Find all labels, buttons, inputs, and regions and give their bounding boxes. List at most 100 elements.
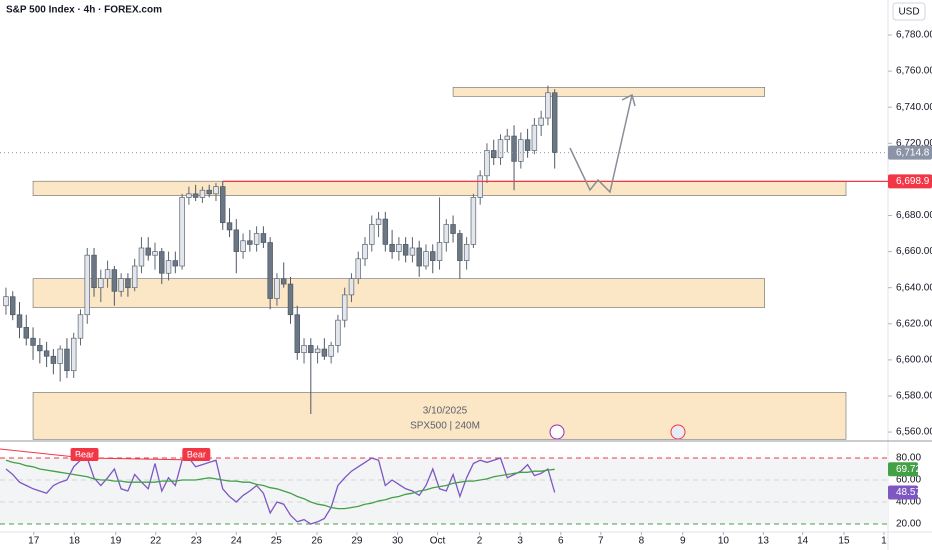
x-tick-label: 17 xyxy=(28,536,40,547)
x-tick-label: 30 xyxy=(392,536,404,547)
candle-body xyxy=(443,224,450,243)
x-tick-label: 26 xyxy=(311,536,323,547)
x-tick-label: 7 xyxy=(598,536,604,547)
projection-path xyxy=(569,94,633,194)
candle-body xyxy=(240,240,246,252)
candle-body xyxy=(287,283,294,316)
candle-body xyxy=(484,150,490,177)
candle-body xyxy=(260,233,267,243)
candle-body xyxy=(504,135,510,141)
candle-body xyxy=(98,278,104,289)
candle-body xyxy=(111,269,118,292)
bear-label-text: Bear xyxy=(75,449,94,459)
candle-body xyxy=(369,224,375,245)
candle-body xyxy=(402,244,409,256)
y-tick-label: 6,580.00 xyxy=(896,391,932,402)
last-price-label: 6,714.8 xyxy=(896,147,930,158)
y-tick-label: 6,760.00 xyxy=(896,66,932,77)
x-tick-label: 22 xyxy=(150,536,162,547)
value-tag xyxy=(888,485,918,500)
candle-body xyxy=(518,139,524,162)
candle-body xyxy=(233,229,240,252)
y-tick-label: 80.00 xyxy=(896,453,921,464)
y-tick-label: 6,620.00 xyxy=(896,318,932,329)
candle-body xyxy=(10,296,16,316)
candle-body xyxy=(220,186,226,224)
zone xyxy=(32,180,847,196)
candle-body xyxy=(341,294,348,321)
candle-body xyxy=(267,242,273,299)
value-tag xyxy=(888,462,918,477)
x-tick-label: 3 xyxy=(517,536,523,547)
candle-body xyxy=(70,337,77,372)
x-tick-label: 1 xyxy=(881,536,887,547)
candle-body xyxy=(470,197,477,245)
y-tick-label: 6,660.00 xyxy=(896,246,932,257)
candle-body xyxy=(172,260,179,267)
candle-body xyxy=(118,278,124,292)
candle-body xyxy=(396,244,402,252)
event-icon xyxy=(549,424,565,440)
watermark: 3/10/2025 xyxy=(423,406,468,417)
candle-body xyxy=(247,240,253,245)
x-tick-label: 29 xyxy=(351,536,363,547)
candle-body xyxy=(430,251,436,261)
currency: USD xyxy=(898,7,919,18)
candle-body xyxy=(538,117,544,126)
x-tick-label: 24 xyxy=(231,536,243,547)
candle-body xyxy=(138,247,145,267)
flag-icon xyxy=(670,424,686,440)
candle-body xyxy=(531,124,538,151)
plot-layer: 6,560.00 6,580.00 6,600.00 6,620.00 6,640.00… xyxy=(0,30,932,547)
x-tick-label: 19 xyxy=(110,536,122,547)
projection-arrowhead xyxy=(621,93,636,107)
candle-body xyxy=(3,296,9,307)
rsi-line xyxy=(5,457,556,525)
x-tick-label: 8 xyxy=(639,536,645,547)
candle-body xyxy=(545,92,551,119)
candle-body xyxy=(213,186,219,195)
candle-body xyxy=(104,269,111,280)
candle-body xyxy=(125,278,131,289)
candle-body xyxy=(301,345,307,353)
candle-body xyxy=(477,175,483,198)
candle-body xyxy=(152,251,158,256)
level-tag-label: 6,698.9 xyxy=(896,176,930,187)
value-tag-label: 69.72 xyxy=(896,464,921,475)
candle-body xyxy=(253,233,260,245)
rsi-band xyxy=(0,457,888,524)
y-tick-label: 6,680.00 xyxy=(896,210,932,221)
candle-body xyxy=(57,348,63,364)
y-tick-label: 6,740.00 xyxy=(896,102,932,113)
candle-body xyxy=(314,348,321,353)
level-tag xyxy=(888,174,932,189)
rsi-line xyxy=(5,459,555,510)
x-tick-label: 6 xyxy=(558,536,564,547)
candle-body xyxy=(192,193,199,198)
candle-body xyxy=(37,345,43,352)
divergence-line xyxy=(0,448,197,461)
bear-label xyxy=(182,448,211,461)
zone xyxy=(32,392,847,440)
candle-body xyxy=(355,258,361,280)
candle-body xyxy=(463,244,470,261)
candle-body xyxy=(409,247,416,256)
candle-body xyxy=(348,278,355,296)
x-tick-label: 9 xyxy=(680,536,686,547)
x-tick-label: 13 xyxy=(758,536,770,547)
y-tick-label: 60.00 xyxy=(896,475,921,486)
candle-body xyxy=(436,242,443,261)
candle-body xyxy=(226,222,233,231)
candle-body xyxy=(30,337,36,346)
candle-body xyxy=(294,314,300,353)
candle-body xyxy=(199,189,206,198)
currency-box[interactable] xyxy=(892,2,926,21)
candle-body xyxy=(497,139,504,159)
x-tick-label: 18 xyxy=(69,536,81,547)
candle-body xyxy=(145,247,151,256)
y-tick-label: 6,560.00 xyxy=(896,427,932,438)
candle-body xyxy=(165,260,172,274)
y-tick-label: 40.00 xyxy=(896,497,921,508)
candle-body xyxy=(457,233,463,261)
